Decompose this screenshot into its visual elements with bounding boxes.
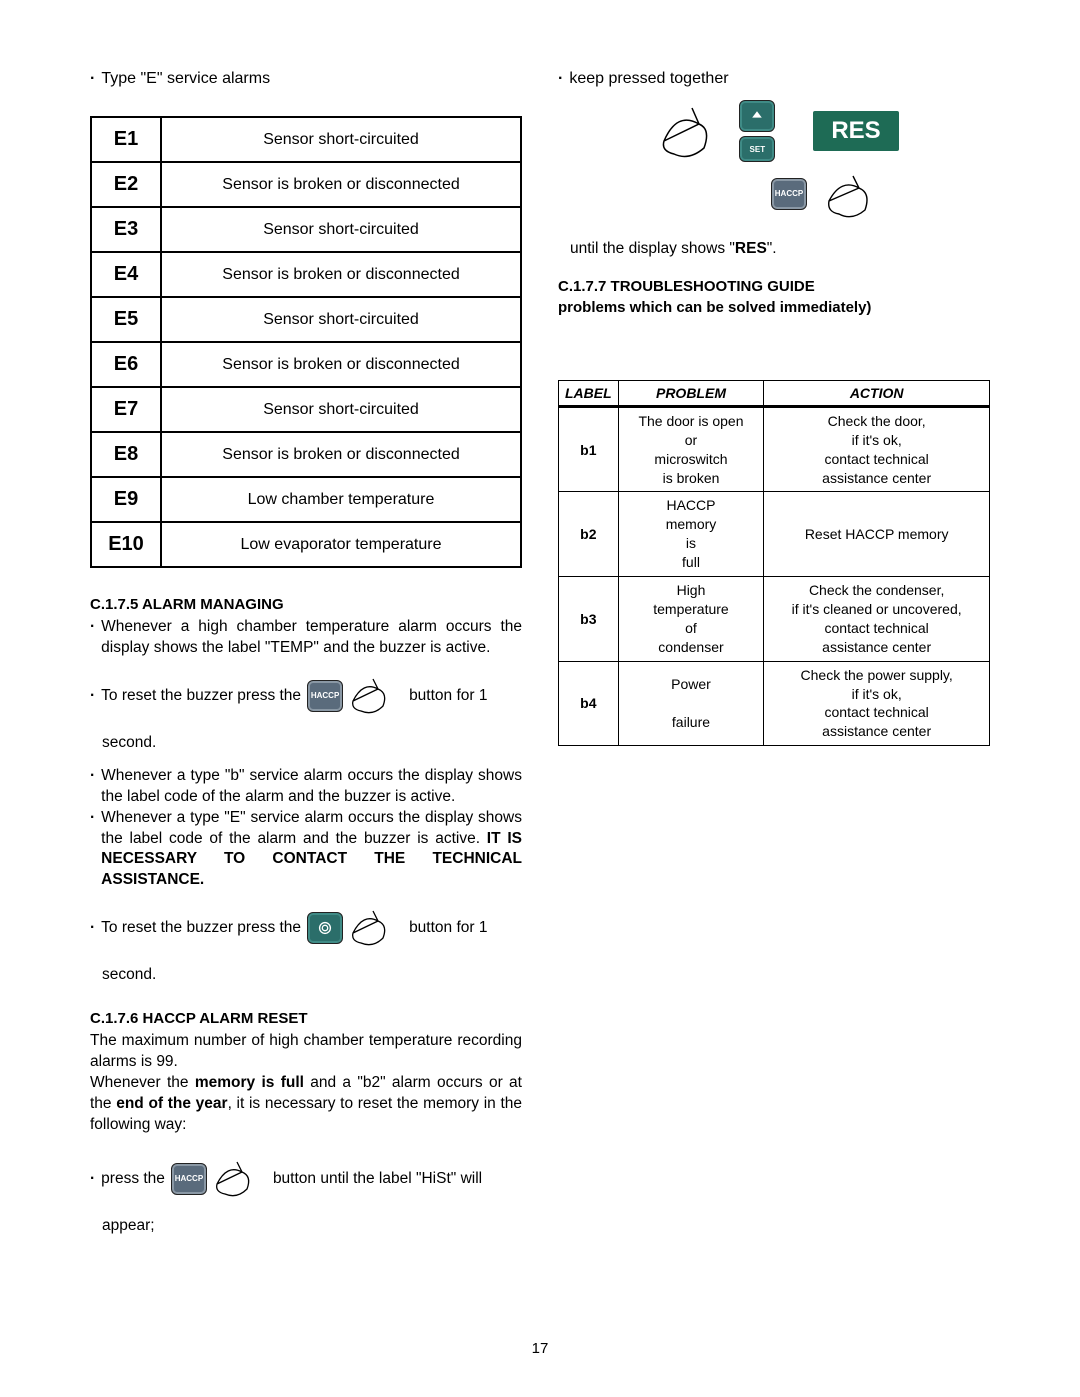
table-row: E5Sensor short-circuited: [91, 297, 521, 342]
dual-press-illustration: SET RES: [558, 96, 990, 166]
tg-problem: The door is open or microswitch is broke…: [618, 406, 764, 492]
table-row: b1The door is open or microswitch is bro…: [559, 406, 990, 492]
hand-press-icon: [343, 903, 403, 953]
th-label: LABEL: [559, 380, 619, 406]
right-keep: keep pressed together: [558, 70, 990, 88]
right-until: until the display shows "RES".: [558, 239, 990, 260]
alarm-desc: Sensor short-circuited: [161, 387, 521, 432]
s175-head: C.1.7.5 ALARM MANAGING: [90, 596, 522, 613]
table-row: E7Sensor short-circuited: [91, 387, 521, 432]
tg-problem: HACCP memory is full: [618, 492, 764, 577]
hand-press-icon: [817, 166, 887, 221]
table-row: E2Sensor is broken or disconnected: [91, 162, 521, 207]
alarm-desc: Sensor is broken or disconnected: [161, 162, 521, 207]
tg-label: b2: [559, 492, 619, 577]
left-intro: Type "E" service alarms: [90, 70, 522, 88]
haccp-press-illustration: HACCP: [558, 166, 990, 221]
th-action: ACTION: [764, 380, 990, 406]
alarm-code: E5: [91, 297, 161, 342]
haccp-button-press-1: HACCP: [307, 671, 403, 721]
s175-b2: Whenever a type "b" service alarm occurs…: [90, 766, 522, 808]
tg-label: b1: [559, 406, 619, 492]
s175-reset-line-1: To reset the buzzer press the HACCP butt…: [90, 671, 522, 721]
table-row: b3High temperature of condenserCheck the…: [559, 577, 990, 662]
s177-head: C.1.7.7 TROUBLESHOOTING GUIDE: [558, 278, 990, 295]
tg-action: Check the power supply, if it's ok, cont…: [764, 661, 990, 746]
alarm-code: E2: [91, 162, 161, 207]
th-problem: PROBLEM: [618, 380, 764, 406]
alarm-code: E3: [91, 207, 161, 252]
alarm-desc: Sensor is broken or disconnected: [161, 342, 521, 387]
table-row: b4Power failureCheck the power supply, i…: [559, 661, 990, 746]
alarm-button-press: [307, 903, 403, 953]
table-row: E4Sensor is broken or disconnected: [91, 252, 521, 297]
s175-b3: Whenever a type "E" service alarm occurs…: [90, 808, 522, 892]
s176-head: C.1.7.6 HACCP ALARM RESET: [90, 1010, 522, 1027]
tg-label: b4: [559, 661, 619, 746]
alarm-code: E4: [91, 252, 161, 297]
table-header-row: LABEL PROBLEM ACTION: [559, 380, 990, 406]
table-row: E8Sensor is broken or disconnected: [91, 432, 521, 477]
alarm-code: E1: [91, 117, 161, 162]
res-display-label: RES: [813, 111, 898, 151]
table-row: E3Sensor short-circuited: [91, 207, 521, 252]
tg-action: Check the door, if it's ok, contact tech…: [764, 406, 990, 492]
tg-action: Check the condenser, if it's cleaned or …: [764, 577, 990, 662]
s175-second-1: second.: [90, 733, 522, 754]
alarm-code: E6: [91, 342, 161, 387]
alarm-table: E1Sensor short-circuitedE2Sensor is brok…: [90, 116, 522, 568]
table-row: E6Sensor is broken or disconnected: [91, 342, 521, 387]
tg-label: b3: [559, 577, 619, 662]
haccp-button-icon: HACCP: [171, 1163, 207, 1195]
table-row: E9Low chamber temperature: [91, 477, 521, 522]
haccp-button-icon: HACCP: [771, 178, 807, 210]
hand-press-icon: [207, 1154, 267, 1204]
s176-appear: appear;: [90, 1216, 522, 1237]
haccp-button-press-2: HACCP: [171, 1154, 267, 1204]
set-button-icon: SET: [739, 136, 775, 162]
table-row: b2HACCP memory is fullReset HACCP memory: [559, 492, 990, 577]
hand-press-icon: [649, 96, 729, 166]
hand-press-icon: [343, 671, 403, 721]
alarm-code: E8: [91, 432, 161, 477]
alarm-desc: Sensor short-circuited: [161, 117, 521, 162]
left-column: Type "E" service alarms E1Sensor short-c…: [90, 70, 522, 1237]
alarm-desc: Sensor is broken or disconnected: [161, 252, 521, 297]
alarm-code: E9: [91, 477, 161, 522]
alarm-desc: Sensor is broken or disconnected: [161, 432, 521, 477]
tg-problem: High temperature of condenser: [618, 577, 764, 662]
alarm-button-icon: [307, 912, 343, 944]
alarm-desc: Low evaporator temperature: [161, 522, 521, 567]
s177-sub: problems which can be solved immediately…: [558, 299, 990, 316]
troubleshooting-table: LABEL PROBLEM ACTION b1The door is open …: [558, 380, 990, 746]
tg-problem: Power failure: [618, 661, 764, 746]
up-arrow-button-icon: [739, 100, 775, 132]
tg-action: Reset HACCP memory: [764, 492, 990, 577]
haccp-button-icon: HACCP: [307, 680, 343, 712]
alarm-desc: Sensor short-circuited: [161, 297, 521, 342]
left-intro-text: Type "E" service alarms: [101, 70, 270, 88]
alarm-code: E7: [91, 387, 161, 432]
s175-reset-line-2: To reset the buzzer press the button for…: [90, 903, 522, 953]
s176-press-line: press the HACCP button until the label "…: [90, 1154, 522, 1204]
s176-p2: Whenever the memory is full and a "b2" a…: [90, 1073, 522, 1136]
s176-p1: The maximum number of high chamber tempe…: [90, 1031, 522, 1073]
alarm-desc: Low chamber temperature: [161, 477, 521, 522]
table-row: E10Low evaporator temperature: [91, 522, 521, 567]
right-column: keep pressed together SET RES HACCP unt: [558, 70, 990, 1237]
alarm-code: E10: [91, 522, 161, 567]
alarm-desc: Sensor short-circuited: [161, 207, 521, 252]
s175-b1: Whenever a high chamber temperature alar…: [90, 617, 522, 659]
table-row: E1Sensor short-circuited: [91, 117, 521, 162]
page-number: 17: [0, 1340, 1080, 1357]
s175-second-2: second.: [90, 965, 522, 986]
